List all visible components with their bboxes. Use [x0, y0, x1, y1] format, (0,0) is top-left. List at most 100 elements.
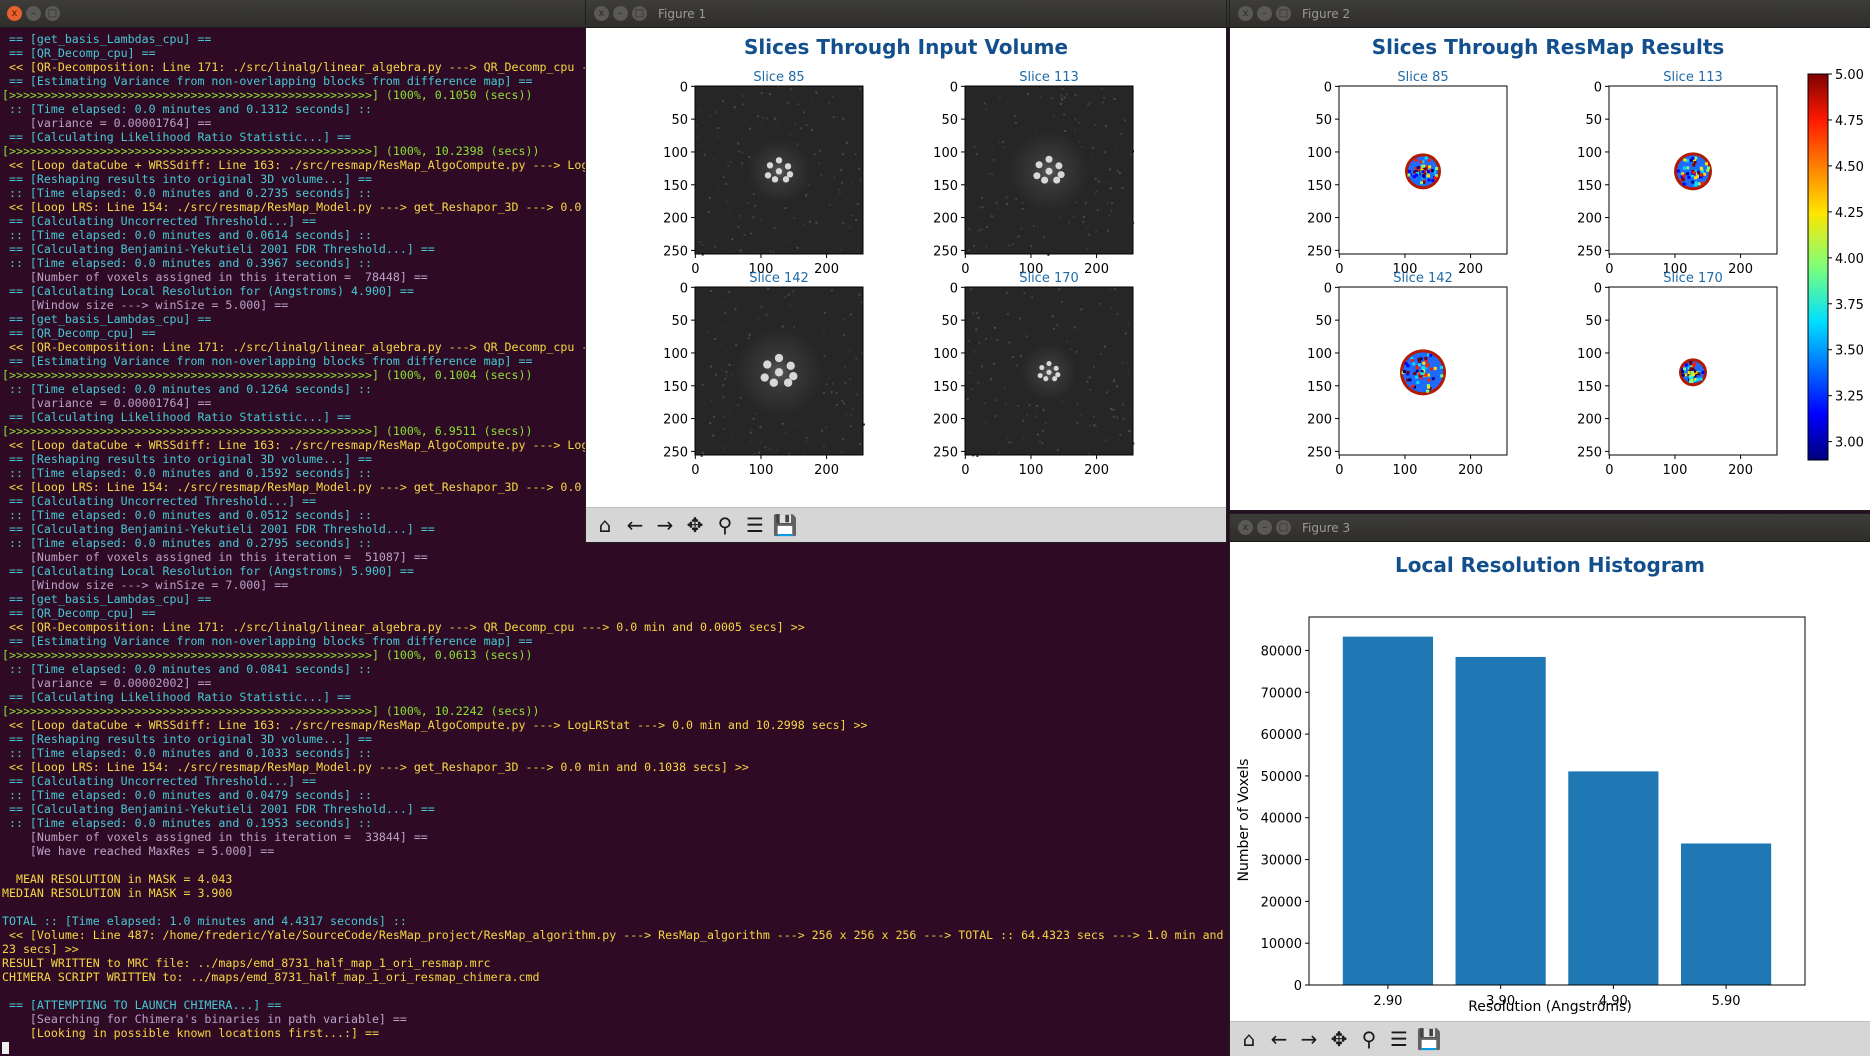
close-window-button[interactable]: x: [1238, 6, 1253, 21]
zoom-magnifier-icon[interactable]: ⚲: [717, 513, 733, 537]
noise-speck: [991, 171, 994, 174]
noise-speck: [727, 236, 730, 239]
noise-speck: [1043, 409, 1046, 412]
terminal-line: == [Calculating Uncorrected Threshold...…: [2, 774, 317, 788]
figure-1-window[interactable]: x – □ Figure 1 Slices Through Input Volu…: [586, 0, 1226, 542]
noise-speck: [1008, 341, 1011, 344]
zoom-magnifier-icon[interactable]: ⚲: [1361, 1027, 1377, 1051]
figure-2-window[interactable]: x – □ Figure 2 Slices Through ResMap Res…: [1230, 0, 1870, 510]
noise-speck: [854, 153, 857, 156]
noise-speck: [784, 296, 787, 299]
close-window-button[interactable]: x: [594, 6, 609, 21]
figure-3-window[interactable]: x – □ Figure 3 Local Resolution Histogra…: [1230, 514, 1870, 1056]
figure-1-titlebar[interactable]: x – □ Figure 1: [586, 0, 1226, 28]
noise-speck: [793, 326, 796, 329]
noise-speck: [841, 400, 844, 403]
noise-speck: [842, 402, 845, 405]
forward-arrow-icon[interactable]: →: [1300, 1027, 1318, 1051]
noise-speck: [769, 93, 772, 96]
maximize-window-button[interactable]: □: [632, 6, 647, 21]
noise-speck: [781, 325, 784, 328]
noise-speck: [737, 404, 740, 407]
maximize-window-button[interactable]: □: [45, 6, 60, 21]
noise-speck: [707, 210, 710, 213]
home-icon[interactable]: ⌂: [1242, 1027, 1256, 1051]
noise-speck: [849, 410, 852, 413]
noise-speck: [760, 92, 763, 95]
configure-subplots-icon[interactable]: ☰: [1390, 1027, 1408, 1051]
pan-move-icon[interactable]: ✥: [1330, 1027, 1348, 1051]
noise-speck: [731, 238, 734, 241]
noise-speck: [1106, 229, 1109, 232]
resolution-voxel: [1416, 168, 1420, 172]
minimize-window-button[interactable]: –: [1257, 520, 1272, 535]
figure-title: Slices Through ResMap Results: [1372, 35, 1725, 59]
noise-speck: [760, 305, 763, 308]
y-tick-label: 50: [671, 314, 688, 329]
back-arrow-icon[interactable]: ←: [626, 513, 644, 537]
noise-speck: [848, 224, 851, 227]
noise-speck: [1078, 140, 1081, 143]
noise-speck: [1028, 404, 1031, 407]
minimize-window-button[interactable]: –: [1257, 6, 1272, 21]
close-window-button[interactable]: x: [1238, 520, 1253, 535]
figure-3-titlebar[interactable]: x – □ Figure 3: [1230, 514, 1870, 542]
noise-speck: [1110, 209, 1113, 212]
save-disk-icon[interactable]: 💾: [1416, 1027, 1442, 1051]
terminal-line: == [ATTEMPTING TO LAUNCH CHIMERA...] ==: [2, 998, 282, 1012]
noise-speck: [1086, 380, 1089, 383]
maximize-window-button[interactable]: □: [1276, 6, 1291, 21]
noise-speck: [1021, 201, 1024, 204]
noise-speck: [1064, 321, 1067, 324]
minimize-window-button[interactable]: –: [26, 6, 41, 21]
noise-speck: [724, 377, 727, 380]
x-tick-label: 0: [691, 463, 699, 478]
resolution-voxel: [1419, 160, 1423, 164]
noise-speck: [749, 431, 752, 434]
noise-speck: [831, 382, 834, 385]
y-tick-label: 50: [1585, 314, 1602, 329]
noise-speck: [822, 391, 825, 394]
figure-2-titlebar[interactable]: x – □ Figure 2: [1230, 0, 1870, 28]
back-arrow-icon[interactable]: ←: [1270, 1027, 1288, 1051]
noise-speck: [967, 249, 970, 252]
resolution-voxel: [1415, 369, 1419, 373]
y-tick-label: 250: [933, 244, 958, 259]
terminal-line: :: [Time elapsed: 0.0 minutes and 0.1312…: [2, 102, 372, 116]
resolution-voxel: [1426, 168, 1430, 172]
home-icon[interactable]: ⌂: [598, 513, 612, 537]
noise-speck: [748, 445, 751, 448]
figure-1-toolbar: ⌂ ← → ✥ ⚲ ☰ 💾: [586, 507, 1226, 542]
terminal-line: [variance = 0.00002002] ==: [2, 676, 212, 690]
axes-frame: [964, 286, 1134, 456]
y-tick-label: 70000: [1261, 686, 1302, 701]
noise-speck: [744, 183, 747, 186]
resolution-voxel: [1426, 384, 1430, 388]
minimize-window-button[interactable]: –: [613, 6, 628, 21]
terminal-line: :: [Time elapsed: 0.0 minutes and 0.1033…: [2, 746, 372, 760]
configure-subplots-icon[interactable]: ☰: [746, 513, 764, 537]
resolution-voxel: [1692, 364, 1696, 368]
close-window-button[interactable]: x: [7, 6, 22, 21]
noise-speck: [701, 244, 704, 247]
maximize-window-button[interactable]: □: [1276, 520, 1291, 535]
forward-arrow-icon[interactable]: →: [656, 513, 674, 537]
resolution-voxel: [1691, 180, 1695, 184]
noise-speck: [722, 176, 725, 179]
terminal-output[interactable]: == [get_basis_Lambdas_cpu] == == [QR_Dec…: [0, 32, 1232, 1056]
noise-speck: [815, 91, 818, 94]
window-title: Figure 1: [658, 7, 707, 21]
resolution-voxel: [1694, 377, 1698, 381]
noise-speck: [1059, 103, 1062, 106]
resolution-voxel: [1685, 159, 1689, 163]
pan-move-icon[interactable]: ✥: [686, 513, 704, 537]
resolution-voxel: [1691, 370, 1695, 374]
terminal-line: == [QR_Decomp_cpu] ==: [2, 326, 156, 340]
terminal-line: == [QR_Decomp_cpu] ==: [2, 46, 156, 60]
save-disk-icon[interactable]: 💾: [772, 513, 798, 537]
density-blob: [775, 168, 783, 175]
noise-speck: [711, 344, 714, 347]
noise-speck: [767, 301, 770, 304]
noise-speck: [1063, 449, 1066, 452]
